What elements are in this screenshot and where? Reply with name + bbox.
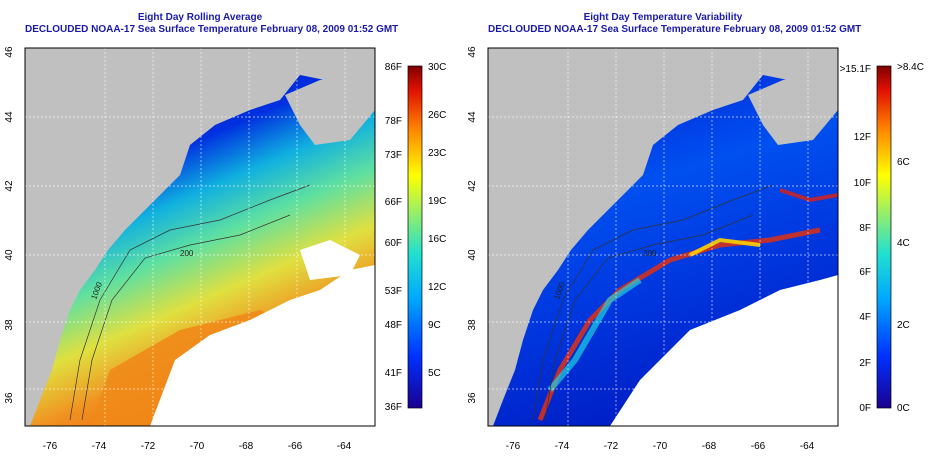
left-cb-c-12: 12C [428, 282, 446, 293]
left-contour-label-1: 200 [180, 249, 194, 258]
left-cb-f-60: 60F [385, 238, 402, 249]
right-lat-tick-42: 42 [467, 180, 478, 192]
left-lat-tick-42: 42 [4, 180, 15, 192]
left-cb-f-73: 73F [385, 150, 402, 161]
left-lon-tick-64: -64 [337, 441, 352, 452]
right-title-line1: Eight Day Temperature Variability [583, 12, 743, 23]
right-lon-tick-70: -70 [653, 441, 668, 452]
right-map-frame [487, 47, 839, 427]
right-lat-tick-46: 46 [467, 46, 478, 58]
right-lon-tick-72: -72 [604, 441, 619, 452]
right-land [488, 48, 838, 426]
right-cb-c-4: 4C [897, 238, 910, 249]
right-cb-f-2: 2F [859, 358, 871, 369]
left-lon-tick-76: -76 [43, 441, 58, 452]
left-lat-tick-40: 40 [4, 249, 15, 261]
right-cb-f-4: 4F [859, 312, 871, 323]
left-lat-tick-46: 46 [4, 46, 15, 58]
right-lon-tick-64: -64 [800, 441, 815, 452]
left-cb-f-78: 78F [385, 116, 402, 127]
left-graticule [25, 48, 375, 426]
left-title-line1: Eight Day Rolling Average [137, 12, 263, 23]
right-title-line2: DECLOUDED NOAA-17 Sea Surface Temperatur… [488, 24, 862, 35]
left-cb-c-5: 5C [428, 368, 441, 379]
right-contour-shelf [532, 184, 774, 421]
left-cb-f-66: 66F [385, 197, 402, 208]
right-cb-c-max: >8.4C [897, 62, 924, 73]
left-lat-tick-44: 44 [4, 111, 15, 123]
right-lat-tick-38: 38 [467, 319, 478, 331]
right-cb-f-8: 8F [859, 223, 871, 234]
left-title-line2: DECLOUDED NOAA-17 Sea Surface Temperatur… [25, 24, 399, 35]
left-cb-c-9: 9C [428, 320, 441, 331]
right-lat-tick-44: 44 [467, 111, 478, 123]
right-variability-band-4 [779, 188, 838, 203]
right-cb-f-12: 12F [854, 132, 871, 143]
right-lon-axis: -76 -74 -72 -70 -68 -66 -64 [506, 441, 815, 452]
right-lon-tick-76: -76 [506, 441, 521, 452]
right-lon-tick-68: -68 [702, 441, 717, 452]
right-variability-band-2 [547, 277, 642, 392]
left-map-frame [24, 47, 376, 427]
left-nova-scotia [285, 60, 375, 145]
right-cb-f-max: >15.1F [840, 64, 871, 75]
left-lon-tick-70: -70 [190, 441, 205, 452]
right-lon-tick-74: -74 [555, 441, 570, 452]
left-lat-tick-36: 36 [4, 392, 15, 404]
left-cb-f-36: 36F [385, 402, 402, 413]
right-colorbar: >15.1F 12F 10F 8F 6F 4F 2F 0F >8.4C 6C 4… [840, 62, 924, 414]
right-cb-c-6: 6C [897, 157, 910, 168]
right-cb-f-6: 6F [859, 267, 871, 278]
left-land [25, 48, 375, 426]
left-lon-tick-74: -74 [92, 441, 107, 452]
left-cb-f-48: 48F [385, 320, 402, 331]
right-cb-f-0: 0F [859, 403, 871, 414]
left-cb-f-86: 86F [385, 62, 402, 73]
right-lat-tick-36: 36 [467, 392, 478, 404]
right-cb-f-10: 10F [854, 178, 871, 189]
left-contour-slope [81, 214, 291, 421]
left-title: Eight Day Rolling Average DECLOUDED NOAA… [25, 12, 399, 36]
right-title: Eight Day Temperature Variability DECLOU… [488, 12, 862, 36]
right-lat-tick-40: 40 [467, 249, 478, 261]
right-variability-band-1 [537, 227, 821, 421]
left-lat-axis: 36 38 40 42 44 46 [4, 46, 15, 404]
left-cloud-mask [150, 265, 375, 426]
right-contour-slope [544, 214, 754, 421]
left-map: 200 1000 [25, 48, 375, 426]
left-cb-f-53: 53F [385, 286, 402, 297]
right-contour-label-1: 200 [643, 249, 657, 258]
left-cb-f-41: 41F [385, 368, 402, 379]
left-cb-c-30: 30C [428, 62, 446, 73]
right-cb-c-2: 2C [897, 320, 910, 331]
right-map: 200 1000 [488, 48, 838, 426]
right-nova-scotia [748, 60, 838, 145]
left-lat-tick-38: 38 [4, 319, 15, 331]
left-cb-c-16: 16C [428, 234, 446, 245]
left-cb-c-26: 26C [428, 110, 446, 121]
right-variability-band-3 [689, 237, 761, 257]
right-cloud-mask [610, 275, 838, 426]
left-lon-axis: -76 -74 -72 -70 -68 -66 -64 [43, 441, 352, 452]
left-contour-shelf [69, 184, 311, 421]
right-cb-c-0: 0C [897, 403, 910, 414]
right-colorbar-gradient [876, 65, 892, 409]
left-lon-tick-66: -66 [288, 441, 303, 452]
right-graticule [488, 48, 838, 426]
left-cb-c-19: 19C [428, 196, 446, 207]
right-lon-tick-66: -66 [751, 441, 766, 452]
left-cb-c-23: 23C [428, 148, 446, 159]
left-lon-tick-72: -72 [141, 441, 156, 452]
left-colorbar-gradient [407, 65, 423, 409]
left-colorbar: 86F 78F 73F 66F 60F 53F 48F 41F 36F 30C … [385, 62, 447, 413]
left-lon-tick-68: -68 [239, 441, 254, 452]
right-lat-axis: 36 38 40 42 44 46 [467, 46, 478, 404]
